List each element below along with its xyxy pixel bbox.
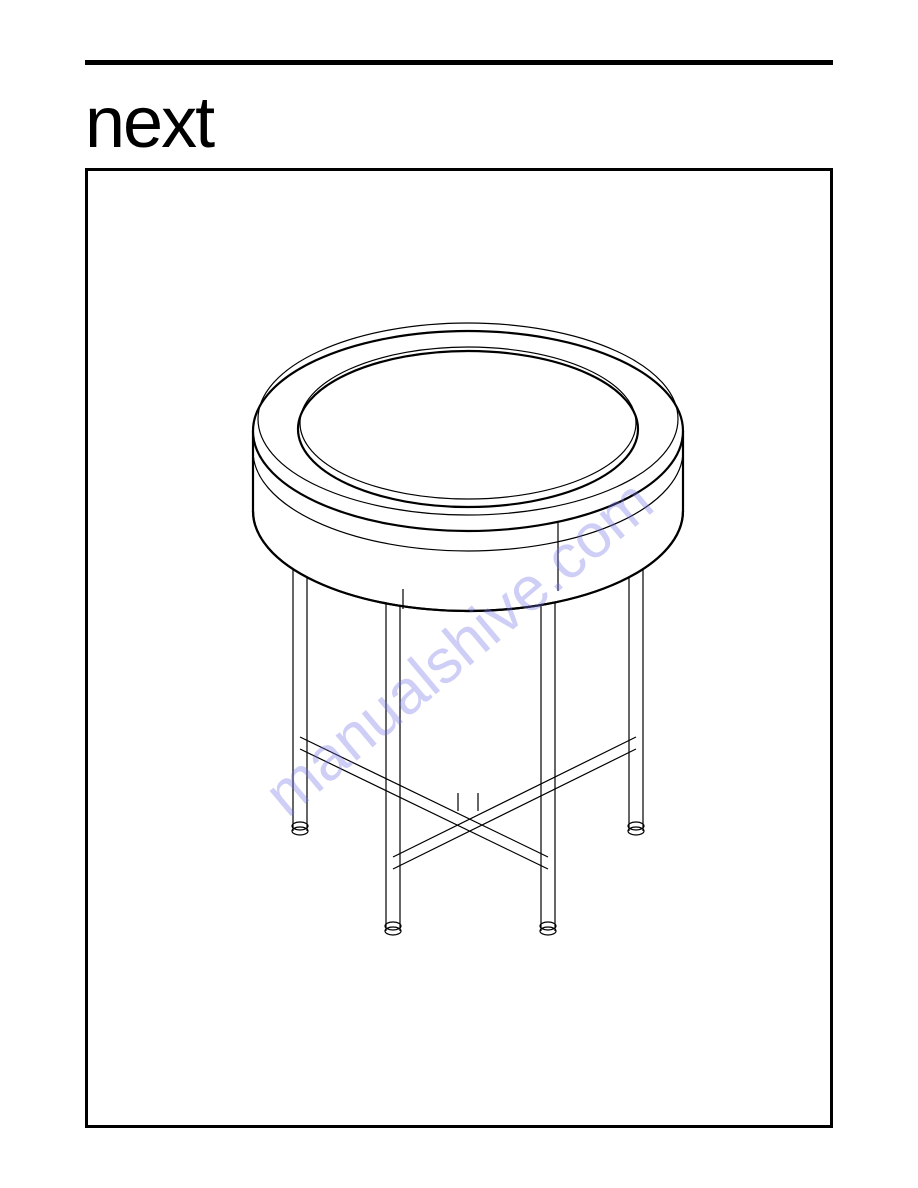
top-rule: [85, 60, 833, 65]
main-frame: manualshive.com: [85, 168, 833, 1128]
diagram-container: manualshive.com: [88, 171, 830, 1125]
brand-logo: next: [85, 82, 213, 164]
table-diagram: [88, 171, 836, 1131]
